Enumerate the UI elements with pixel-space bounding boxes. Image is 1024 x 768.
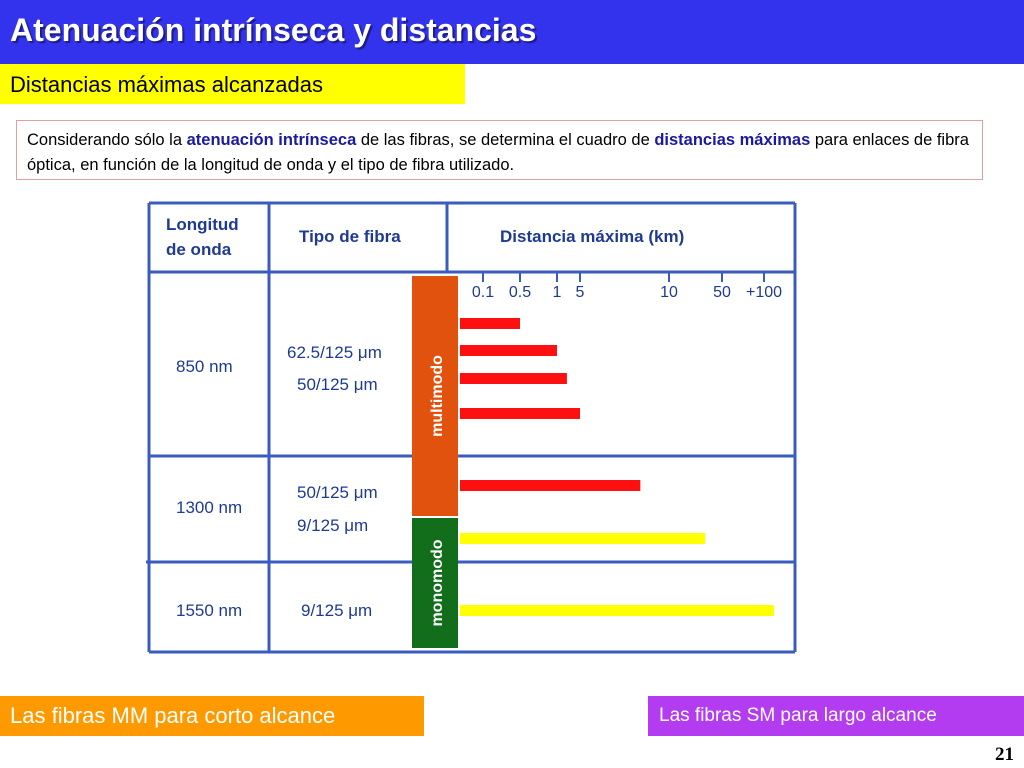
scale-tick-label: 50 [713,284,731,301]
desc-text-3: para enlaces de fibra óptica, en función… [27,131,969,174]
singlemode-band [412,518,458,648]
scale-tick-label: +100 [746,284,782,301]
description-box: Considerando sólo la atenuación intrínse… [16,120,983,180]
page-number: 21 [995,744,1014,765]
fiber-type-label: 9/125 μm [297,516,368,535]
scale-tick-label: 10 [660,284,678,301]
desc-text-1: Considerando sólo la [27,131,187,149]
footer-sm-box: Las fibras SM para largo alcance [648,696,1024,736]
footer-mm-box: Las fibras MM para corto alcance [0,696,424,736]
distance-table: Longitud de onda Tipo de fibra Distancia má… [146,200,798,655]
fiber-type-label: 50/125 μm [297,375,378,394]
subtitle-box: Distancias máximas alcanzadas [0,64,465,104]
multimode-label: multimodo [429,355,446,437]
header-wavelength-line2: de onda [166,240,232,259]
wavelength-label: 850 nm [176,357,233,376]
title-bar: Atenuación intrínseca y distancias [0,0,1024,64]
distance-bar [460,345,557,356]
scale-tick-label: 0.1 [472,284,494,301]
singlemode-label: monomodo [429,539,446,626]
distance-bar [460,533,706,544]
distance-bar [460,318,520,329]
wavelength-label: 1550 nm [176,601,242,620]
wavelength-label: 1300 nm [176,498,242,517]
fiber-type-label: 9/125 μm [301,601,372,620]
desc-bold-1: atenuación intrínseca [186,131,357,149]
header-max-distance: Distancia máxima (km) [500,227,684,246]
multimode-band [412,276,458,516]
distance-bar [460,373,567,384]
footer-mm-text: Las fibras MM para corto alcance [10,703,336,728]
desc-text-2: de las fibras, se determina el cuadro de [356,131,655,149]
distance-bar [460,408,580,419]
fiber-type-label: 62.5/125 μm [287,343,382,362]
scale-tick-label: 1 [553,284,562,301]
distance-bar [460,480,641,491]
distance-bar [460,605,774,616]
distance-table-svg: Longitud de onda Tipo de fibra Distancia má… [146,201,797,654]
header-wavelength-line1: Longitud [166,215,239,234]
footer-sm-text: Las fibras SM para largo alcance [659,705,937,726]
slide-title: Atenuación intrínseca y distancias [10,12,537,48]
fiber-type-label: 50/125 μm [297,483,378,502]
slide-subtitle: Distancias máximas alcanzadas [10,72,324,97]
desc-bold-2: distancias máximas [654,131,811,149]
scale-tick-label: 5 [576,284,585,301]
header-fiber-type: Tipo de fibra [299,227,401,246]
scale-tick-label: 0.5 [509,284,531,301]
